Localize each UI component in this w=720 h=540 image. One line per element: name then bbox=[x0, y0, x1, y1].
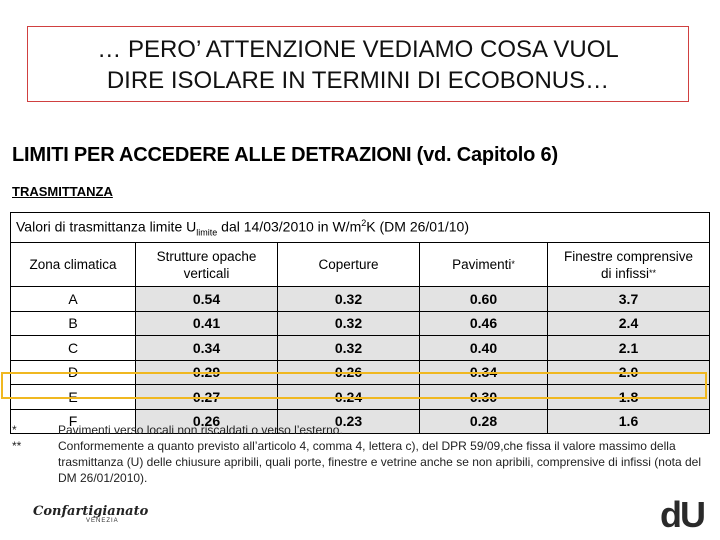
roofs-cell: 0.24 bbox=[277, 384, 420, 410]
zone-cell: E bbox=[10, 384, 136, 410]
walls-cell: 0.34 bbox=[135, 335, 278, 361]
table-notes: * Pavimenti verso locali non riscaldati … bbox=[12, 422, 712, 486]
windows-cell: 1.8 bbox=[547, 384, 710, 410]
du-logo: dU bbox=[660, 494, 706, 535]
roofs-cell: 0.32 bbox=[277, 310, 420, 336]
roofs-cell: 0.23 bbox=[277, 408, 420, 434]
roofs-cell: 0.32 bbox=[277, 286, 420, 312]
note-item: ** Conformemente a quanto previsto all’a… bbox=[12, 439, 701, 485]
table-row: F 0.26 0.23 0.28 1.6 bbox=[10, 408, 710, 434]
confartigianato-logo-sub: VENEZIA bbox=[86, 518, 119, 524]
windows-cell: 2.4 bbox=[547, 310, 710, 336]
confartigianato-logo: Confartigianato bbox=[33, 504, 149, 519]
windows-cell: 2.1 bbox=[547, 335, 710, 361]
header-floors: Pavimenti* bbox=[419, 242, 548, 287]
header-windows: Finestre comprensive di infissi** bbox=[547, 242, 710, 287]
table-row: A 0.54 0.32 0.60 3.7 bbox=[10, 286, 710, 312]
slide-title-line-2: DIRE ISOLARE IN TERMINI DI ECOBONUS… bbox=[106, 67, 610, 94]
windows-cell: 3.7 bbox=[547, 286, 710, 312]
zone-cell: A bbox=[10, 286, 136, 312]
header-roofs: Coperture bbox=[277, 242, 420, 287]
transmittance-table: Valori di trasmittanza limite Ulimite da… bbox=[10, 212, 710, 434]
walls-cell: 0.26 bbox=[135, 408, 278, 434]
slide-title-line-1: … PERO’ ATTENZIONE VEDIAMO COSA VUOL bbox=[97, 36, 619, 63]
floors-cell: 0.40 bbox=[419, 335, 548, 361]
section-heading: LIMITI PER ACCEDERE ALLE DETRAZIONI (vd.… bbox=[12, 144, 558, 166]
roofs-cell: 0.32 bbox=[277, 335, 420, 361]
floors-cell: 0.60 bbox=[419, 286, 548, 312]
zone-cell: F bbox=[10, 408, 136, 434]
table-header-row: Zona climatica Strutture opache verticali… bbox=[10, 242, 710, 287]
floors-cell: 0.46 bbox=[419, 310, 548, 336]
table-caption: Valori di trasmittanza limite Ulimite da… bbox=[10, 212, 710, 243]
zone-cell: B bbox=[10, 310, 136, 336]
header-walls: Strutture opache verticali bbox=[135, 242, 278, 287]
table-row: C 0.34 0.32 0.40 2.1 bbox=[10, 335, 710, 361]
windows-cell: 1.6 bbox=[547, 408, 710, 434]
zone-cell: C bbox=[10, 335, 136, 361]
floors-cell: 0.28 bbox=[419, 408, 548, 434]
table-row: E 0.27 0.24 0.30 1.8 bbox=[10, 384, 710, 410]
section-subheading: TRASMITTANZA bbox=[12, 184, 113, 199]
walls-cell: 0.41 bbox=[135, 310, 278, 336]
header-zone: Zona climatica bbox=[10, 242, 136, 287]
walls-cell: 0.27 bbox=[135, 384, 278, 410]
zone-e-highlight bbox=[1, 372, 707, 399]
walls-cell: 0.54 bbox=[135, 286, 278, 312]
slide-title: … PERO’ ATTENZIONE VEDIAMO COSA VUOL DIR… bbox=[27, 26, 689, 102]
floors-cell: 0.30 bbox=[419, 384, 548, 410]
note-item: * Pavimenti verso locali non riscaldati … bbox=[12, 423, 343, 437]
table-row: B 0.41 0.32 0.46 2.4 bbox=[10, 310, 710, 336]
